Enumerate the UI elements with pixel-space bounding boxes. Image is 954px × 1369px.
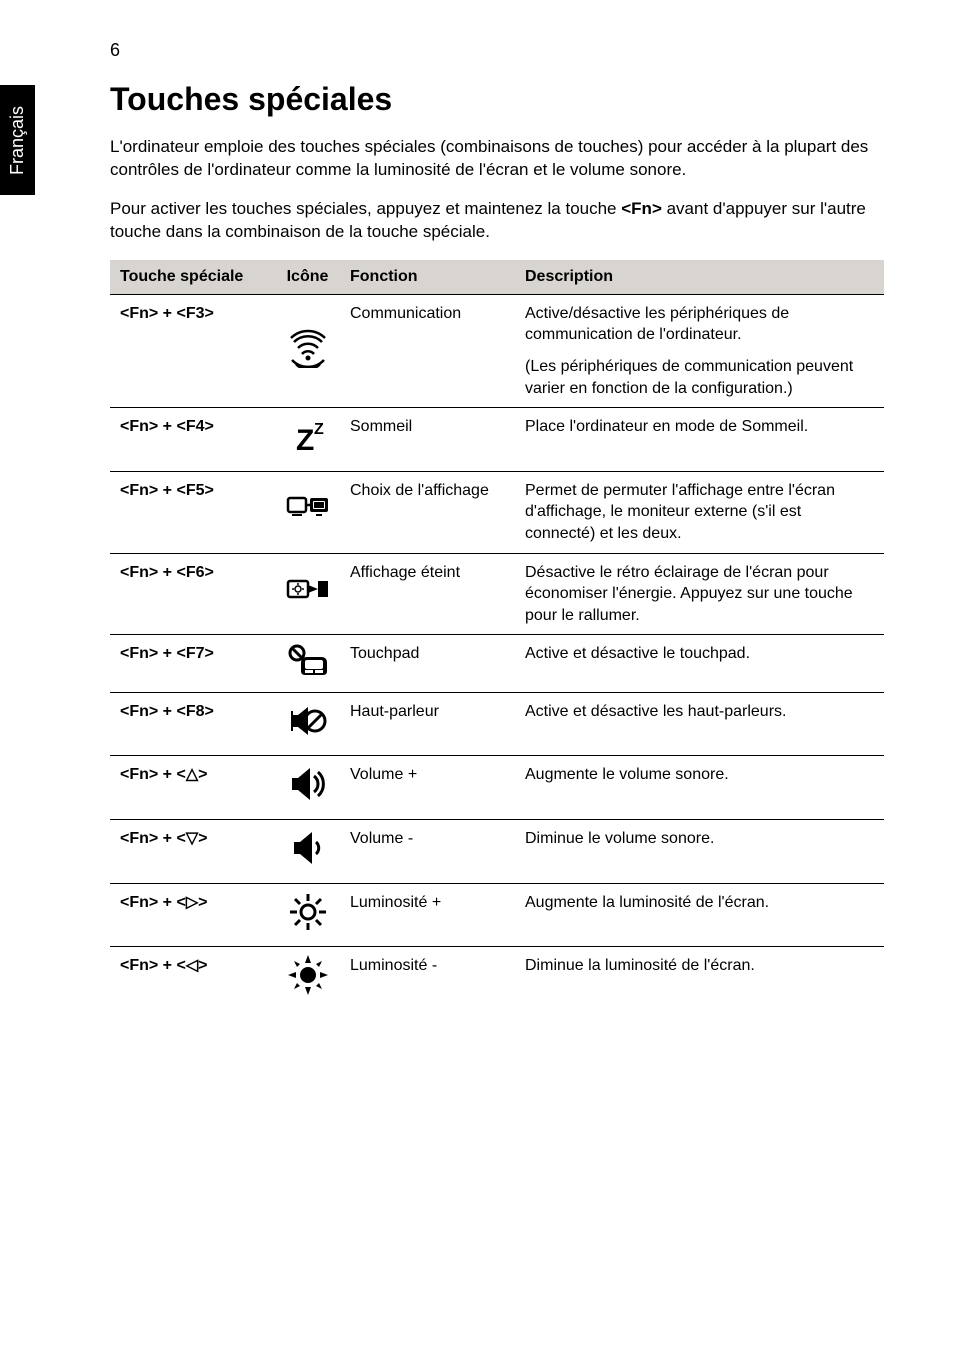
table-row: <Fn> + <▽> Volume -Diminue le volume sono… bbox=[110, 820, 884, 884]
cell-icon bbox=[275, 471, 340, 553]
cell-desc: Active et désactive les haut-parleurs. bbox=[515, 692, 884, 756]
cell-icon bbox=[275, 553, 340, 635]
cell-desc: Diminue la luminosité de l'écran. bbox=[515, 947, 884, 1010]
cell-desc: Augmente le volume sonore. bbox=[515, 756, 884, 820]
cell-icon bbox=[275, 692, 340, 756]
table-row: <Fn> + <△> Volume +Augmente le volume son… bbox=[110, 756, 884, 820]
table-row: <Fn> + <▷> Luminosité +Augmente la lumino… bbox=[110, 883, 884, 947]
desc-text: Active/désactive les périphériques de co… bbox=[525, 303, 874, 346]
table-row: <Fn> + <◁> Luminosité -Diminue la luminos… bbox=[110, 947, 884, 1010]
cell-func: Volume + bbox=[340, 756, 515, 820]
cell-icon bbox=[275, 756, 340, 820]
svg-text:Z: Z bbox=[314, 421, 324, 438]
speaker-mute-icon bbox=[288, 701, 328, 748]
cell-func: Sommeil bbox=[340, 408, 515, 472]
cell-key: <Fn> + <F3> bbox=[110, 294, 275, 407]
cell-icon bbox=[275, 294, 340, 407]
desc-text: (Les périphériques de communication peuv… bbox=[525, 356, 874, 399]
cell-key: <Fn> + <F8> bbox=[110, 692, 275, 756]
cell-func: Choix de l'affichage bbox=[340, 471, 515, 553]
cell-key: <Fn> + <F4> bbox=[110, 408, 275, 472]
volume-down-icon bbox=[288, 828, 328, 875]
th-desc: Description bbox=[515, 260, 884, 295]
cell-desc: Diminue le volume sonore. bbox=[515, 820, 884, 884]
cell-icon bbox=[275, 947, 340, 1010]
table-row: <Fn> + <F4> ZZ SommeilPlace l'ordinateur e… bbox=[110, 408, 884, 472]
language-label: Français bbox=[7, 105, 28, 174]
main-content: Touches spéciales L'ordinateur emploie d… bbox=[110, 81, 884, 1010]
brightness-up-icon bbox=[288, 892, 328, 939]
table-row: <Fn> + <F6> Affichage éteintDésactive le … bbox=[110, 553, 884, 635]
hotkeys-tbody: <Fn> + <F3> CommunicationActive/désactive… bbox=[110, 294, 884, 1010]
cell-func: Luminosité - bbox=[340, 947, 515, 1010]
p2-pre: Pour activer les touches spéciales, appu… bbox=[110, 199, 621, 218]
cell-func: Haut-parleur bbox=[340, 692, 515, 756]
cell-desc: Permet de permuter l'affichage entre l'é… bbox=[515, 471, 884, 553]
cell-func: Volume - bbox=[340, 820, 515, 884]
sleep-icon: ZZ bbox=[288, 416, 328, 463]
cell-func: Touchpad bbox=[340, 635, 515, 693]
display-switch-icon bbox=[286, 494, 330, 531]
cell-func: Communication bbox=[340, 294, 515, 407]
table-row: <Fn> + <F7> TouchpadActive et désactive l… bbox=[110, 635, 884, 693]
cell-key: <Fn> + <F5> bbox=[110, 471, 275, 553]
section-heading: Touches spéciales bbox=[110, 81, 884, 118]
cell-func: Affichage éteint bbox=[340, 553, 515, 635]
page-number: 6 bbox=[110, 40, 884, 61]
th-icon: Icône bbox=[275, 260, 340, 295]
table-row: <Fn> + <F5> Choix de l'affichagePermet de… bbox=[110, 471, 884, 553]
cell-icon bbox=[275, 883, 340, 947]
cell-desc: Active et désactive le touchpad. bbox=[515, 635, 884, 693]
cell-key: <Fn> + <△> bbox=[110, 756, 275, 820]
cell-key: <Fn> + <▽> bbox=[110, 820, 275, 884]
cell-icon bbox=[275, 635, 340, 693]
touchpad-icon bbox=[287, 643, 329, 684]
svg-text:Z: Z bbox=[296, 424, 314, 456]
table-row: <Fn> + <F8> Haut-parleurActive et désacti… bbox=[110, 692, 884, 756]
cell-key: <Fn> + <F6> bbox=[110, 553, 275, 635]
wireless-icon bbox=[288, 328, 328, 375]
cell-icon: ZZ bbox=[275, 408, 340, 472]
cell-key: <Fn> + <▷> bbox=[110, 883, 275, 947]
p2-bold: <Fn> bbox=[621, 199, 662, 218]
hotkeys-table: Touche spéciale Icône Fonction Descripti… bbox=[110, 260, 884, 1010]
cell-key: <Fn> + <F7> bbox=[110, 635, 275, 693]
cell-icon bbox=[275, 820, 340, 884]
cell-key: <Fn> + <◁> bbox=[110, 947, 275, 1010]
th-func: Fonction bbox=[340, 260, 515, 295]
cell-desc: Active/désactive les périphériques de co… bbox=[515, 294, 884, 407]
language-tab: Français bbox=[0, 85, 35, 195]
cell-desc: Place l'ordinateur en mode de Sommeil. bbox=[515, 408, 884, 472]
cell-desc: Désactive le rétro éclairage de l'écran … bbox=[515, 553, 884, 635]
table-row: <Fn> + <F3> CommunicationActive/désactive… bbox=[110, 294, 884, 407]
cell-desc: Augmente la luminosité de l'écran. bbox=[515, 883, 884, 947]
intro-paragraph-1: L'ordinateur emploie des touches spécial… bbox=[110, 136, 884, 182]
brightness-down-icon bbox=[288, 955, 328, 1002]
display-off-icon bbox=[286, 577, 330, 612]
th-key: Touche spéciale bbox=[110, 260, 275, 295]
cell-func: Luminosité + bbox=[340, 883, 515, 947]
intro-paragraph-2: Pour activer les touches spéciales, appu… bbox=[110, 198, 884, 244]
volume-up-icon bbox=[288, 764, 328, 811]
